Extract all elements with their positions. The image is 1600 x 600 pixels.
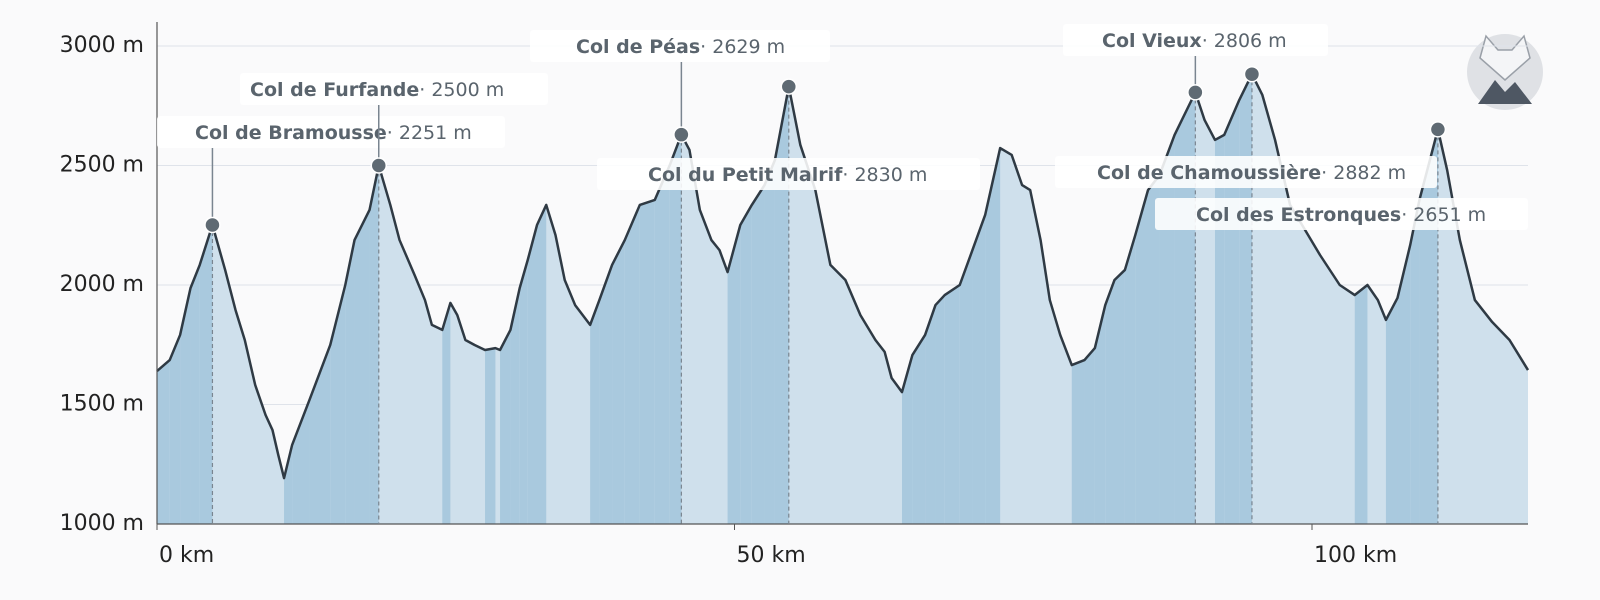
peak-marker [1429,121,1447,138]
ascent-segment [1135,190,1149,524]
annotation-label: Col de Chamoussière· 2882 m [1097,162,1406,184]
x-tick-label: 50 km [737,543,806,568]
ascent-segment [751,185,765,524]
ascent-segment [1148,175,1160,524]
peak-marker [1243,65,1261,83]
label-box [1063,24,1328,56]
ascent-segment [1071,360,1085,524]
pass-elevation: · 2806 m [1202,30,1287,52]
ascent-segment [345,240,355,524]
ascent-segment [764,160,775,525]
label-box [1055,156,1437,188]
peak-marker [780,78,798,95]
ascent-segment [199,225,213,525]
ascent-segment [1084,348,1095,524]
peak-marker [204,216,221,234]
ascent-segment [510,288,520,524]
pass-elevation: · 2629 m [700,36,785,58]
ascent-segment [774,86,789,524]
peak-marker [370,157,388,174]
y-tick-label: 2000 m [60,272,144,297]
ascent-segment [292,399,310,524]
label-box [597,158,980,190]
pass-name: Col de Bramousse [195,122,387,144]
ascent-segment [369,165,379,524]
label-box [1155,198,1528,230]
ascent-segment [519,259,528,524]
ascent-segment [500,329,511,524]
pass-elevation: · 2882 m [1321,162,1406,184]
pass-name: Col de Péas [576,36,700,58]
pass-name: Col Vieux [1102,30,1202,52]
label-box [530,30,830,62]
pass-elevation: · 2830 m [842,164,927,186]
annotation-label: Col des Estronques· 2651 m [1196,204,1486,226]
ascent-segment [612,240,625,524]
logo [1467,34,1543,110]
pass-elevation: · 2251 m [387,122,472,144]
pass-name: Col du Petit Malrif [648,164,843,186]
pass-name: Col de Furfande [250,79,419,101]
ascent-segment [485,348,496,524]
pass-name: Col de Chamoussière [1097,162,1321,184]
ascent-segment [354,209,370,525]
y-tick-label: 3000 m [60,33,144,58]
ascent-segment [1354,285,1368,524]
ascent-segment [985,148,1001,525]
ascent-segment [1239,74,1252,525]
pass-elevation: · 2651 m [1401,204,1486,226]
ascent-segment [536,204,547,524]
ascent-segment [959,250,973,524]
label-box [157,116,505,148]
ascent-segment [1397,245,1411,524]
ascent-segment [180,288,191,524]
ascent-segment [1124,235,1136,524]
pass-name: Col des Estronques [1196,204,1401,226]
ascent-segment [1214,134,1225,524]
ascent-segment [901,355,913,524]
ascent-segment [639,199,655,524]
ascent-segment [1159,134,1175,524]
ascent-segment [330,285,346,524]
x-tick-label: 0 km [159,543,214,568]
ascent-segment [1114,269,1125,524]
annotation-label: Col de Furfande· 2500 m [250,79,504,101]
annotation-label: Col de Bramousse· 2251 m [195,122,472,144]
ascent-segment [1105,279,1115,524]
y-tick-label: 2500 m [60,153,144,178]
ascent-segment [1385,297,1398,524]
ascent-segment [624,204,640,524]
peak-marker [673,126,690,143]
ascent-segment [925,305,936,524]
ascent-segment [740,204,752,524]
ascent-segment [1410,199,1420,524]
ascent-segment [157,360,170,524]
ascent-segment [442,302,451,524]
ascent-segment [912,334,926,524]
y-tick-label: 1000 m [60,511,144,536]
ascent-segment [1094,305,1106,524]
ascent-segment [935,295,945,524]
y-tick-label: 1500 m [60,392,144,417]
ascent-segment [590,300,600,524]
annotation-label: Col du Petit Malrif· 2830 m [648,164,927,186]
pass-elevation: · 2500 m [419,79,504,101]
annotation-label: Col Vieux· 2806 m [1102,30,1287,52]
ascent-segment [727,225,741,525]
ascent-segment [284,444,293,524]
ascent-segment [527,225,537,525]
x-tick-label: 100 km [1314,543,1397,568]
label-box [240,73,548,105]
ascent-segment [169,334,181,524]
peak-marker [1187,84,1204,101]
ascent-segment [654,165,670,524]
ascent-segment [669,134,682,524]
ascent-segment [972,214,986,524]
ascent-segment [599,264,613,524]
ascent-segment [190,264,200,524]
ascent-segment [944,285,960,524]
annotation-label: Col de Péas· 2629 m [576,36,785,58]
